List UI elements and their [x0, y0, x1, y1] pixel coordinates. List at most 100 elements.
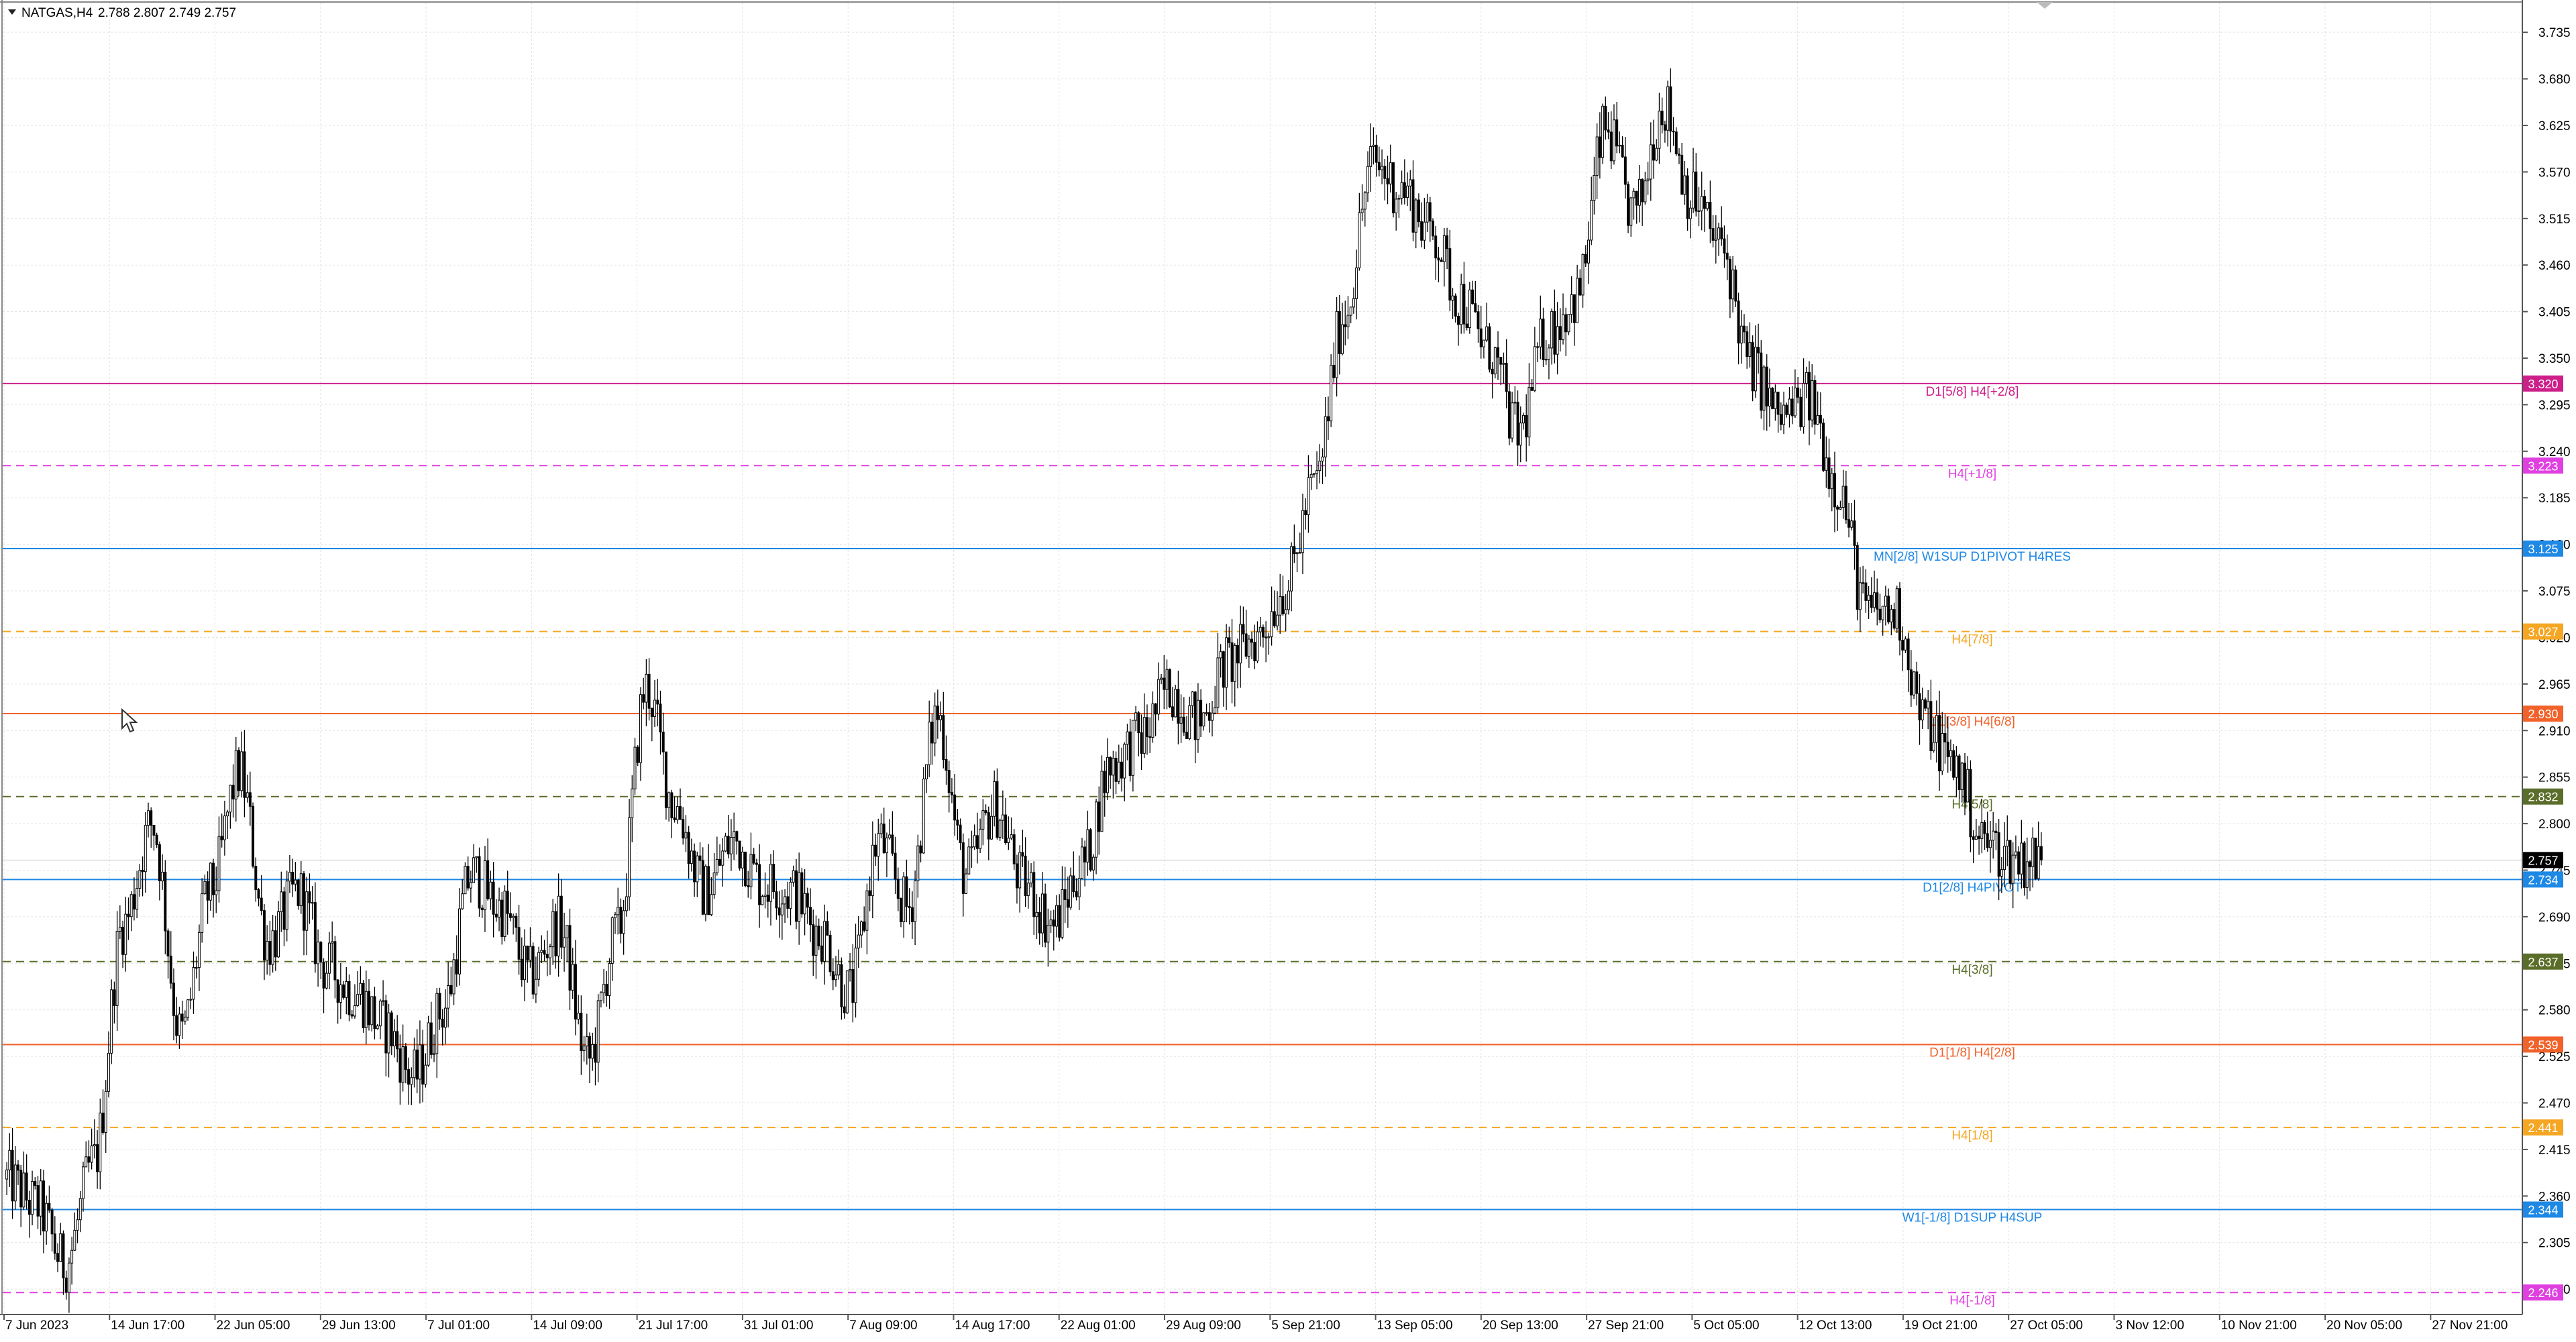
candle-body	[1703, 196, 1706, 209]
candle-body	[1007, 838, 1010, 844]
candle-body	[285, 881, 288, 930]
candle-body	[837, 964, 841, 976]
candle-body	[85, 1156, 88, 1168]
candle-body	[1878, 608, 1882, 620]
candle-body	[859, 921, 863, 936]
x-tick-label: 3 Nov 12:00	[2115, 1319, 2184, 1333]
candle-body	[246, 792, 249, 798]
candle-body	[93, 1144, 96, 1147]
candle-body	[104, 1091, 107, 1133]
candle-body	[1256, 631, 1259, 661]
candle-body	[1870, 594, 1873, 608]
candle-body	[243, 751, 246, 798]
candle-body	[1946, 741, 1949, 757]
candle-body	[99, 1113, 102, 1172]
candle-body	[1978, 836, 1981, 839]
candle-body	[124, 913, 127, 955]
candle-body	[619, 907, 623, 934]
candle-body	[78, 1198, 82, 1221]
level-label: W1[-1/8] D1SUP H4SUP	[1902, 1211, 2043, 1225]
candle-body	[916, 845, 920, 881]
candle-body	[531, 946, 535, 995]
candle-body	[1307, 477, 1310, 516]
candle-body	[647, 673, 651, 709]
candle-body	[594, 1044, 597, 1063]
candle-body	[965, 873, 968, 894]
price-tag	[2523, 871, 2563, 888]
candle-body	[132, 894, 136, 910]
level-label: D1[5/8] H4[+2/8]	[1926, 385, 2019, 399]
candle-body	[650, 708, 653, 718]
candle-body	[614, 914, 616, 918]
candle-body	[1779, 414, 1782, 425]
candle-body	[631, 788, 634, 818]
candle-body	[1270, 611, 1273, 637]
price-tag-label: 2.246	[2528, 1286, 2558, 1300]
candle-body	[523, 946, 526, 981]
candle-body	[398, 1048, 402, 1083]
candle-body	[698, 855, 702, 861]
y-tick-label: 3.570	[2538, 166, 2571, 180]
level-label: D1[2/8] H4PIVOT	[1923, 881, 2022, 895]
candle-body	[1080, 846, 1083, 879]
y-tick-label: 3.405	[2538, 306, 2571, 320]
candle-body	[1621, 144, 1624, 158]
candle-body	[1120, 761, 1123, 779]
candle-body	[1623, 156, 1627, 185]
candle-body	[975, 835, 979, 849]
candle-body	[1992, 830, 1995, 841]
candle-body	[183, 1017, 186, 1022]
candle-body	[1957, 755, 1961, 790]
symbol-label: NATGAS,H4	[21, 6, 93, 20]
candle-body	[294, 879, 297, 885]
candle-body	[1853, 520, 1856, 546]
candle-body	[1923, 699, 1927, 709]
price-tag-label: 3.320	[2528, 378, 2558, 391]
candle-body	[656, 700, 659, 705]
candle-body	[554, 911, 557, 957]
candle-body	[1437, 258, 1440, 261]
candle-body	[1123, 744, 1126, 779]
candle-body	[1440, 260, 1443, 262]
candle-body	[1927, 701, 1930, 709]
candle-body	[2014, 851, 2017, 856]
candle-body	[794, 870, 798, 922]
candle-body	[500, 899, 504, 938]
candle-body	[413, 1050, 416, 1078]
x-tick-label: 14 Aug 17:00	[955, 1319, 1030, 1333]
candle-body	[789, 881, 792, 909]
candle-body	[1075, 891, 1078, 897]
x-tick-label: 14 Jul 09:00	[533, 1319, 602, 1333]
price-tag-label: 2.832	[2528, 791, 2558, 804]
y-tick-label: 3.185	[2538, 492, 2571, 506]
candle-body	[237, 750, 240, 791]
candle-body	[809, 907, 812, 926]
candle-body	[147, 810, 150, 826]
candle-body	[67, 1262, 70, 1293]
candle-body	[1312, 473, 1316, 475]
candle-body	[1734, 269, 1737, 302]
chart-shift-marker-icon[interactable]	[2037, 2, 2053, 9]
candle-body	[1915, 671, 1919, 694]
candle-body	[786, 896, 790, 909]
candle-body	[1743, 325, 1746, 333]
candle-body	[189, 999, 193, 1001]
candle-body	[1553, 311, 1556, 355]
candle-body	[1895, 588, 1898, 629]
candle-body	[257, 889, 260, 899]
candle-body	[1193, 691, 1197, 740]
candle-body	[2034, 837, 2037, 879]
price-tags: 3.320 3.223 3.125 3.027 2.930 2.832 2.734 2.637…	[2523, 375, 2563, 1301]
candle-body	[333, 941, 337, 981]
y-tick-label: 2.360	[2538, 1190, 2571, 1204]
dropdown-arrow-icon[interactable]	[8, 9, 16, 15]
candle-body	[1114, 757, 1118, 782]
candle-body	[1706, 202, 1709, 209]
candle-body	[486, 860, 490, 899]
candle-body	[197, 932, 201, 968]
candle-body	[1352, 298, 1355, 308]
candle-body	[2000, 869, 2003, 877]
candle-body	[498, 899, 501, 917]
candle-body	[896, 879, 900, 899]
